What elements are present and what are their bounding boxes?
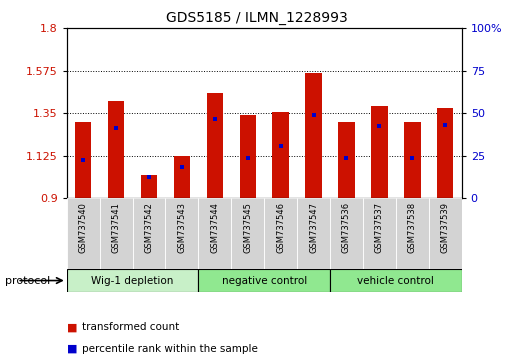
Bar	[330, 269, 462, 292]
Text: transformed count: transformed count	[82, 322, 180, 332]
Text: GSM737537: GSM737537	[375, 202, 384, 253]
Bar	[67, 198, 100, 269]
Bar	[338, 122, 354, 198]
Bar	[240, 115, 256, 198]
Text: GSM737543: GSM737543	[177, 202, 186, 253]
Text: GDS5185 / ILMN_1228993: GDS5185 / ILMN_1228993	[166, 11, 347, 25]
Text: negative control: negative control	[222, 275, 307, 286]
Bar	[272, 112, 289, 198]
Text: GSM737547: GSM737547	[309, 202, 318, 253]
Text: GSM737538: GSM737538	[408, 202, 417, 253]
Bar	[396, 198, 429, 269]
Text: ■: ■	[67, 322, 77, 332]
Bar	[297, 198, 330, 269]
Text: GSM737544: GSM737544	[210, 202, 220, 253]
Bar	[67, 269, 199, 292]
Bar	[330, 198, 363, 269]
Text: GSM737546: GSM737546	[276, 202, 285, 253]
Bar	[108, 101, 124, 198]
Text: GSM737536: GSM737536	[342, 202, 351, 253]
Bar	[231, 198, 264, 269]
Bar	[429, 198, 462, 269]
Text: GSM737540: GSM737540	[78, 202, 88, 253]
Bar	[75, 122, 91, 198]
Bar	[305, 73, 322, 198]
Bar	[141, 175, 157, 198]
Bar	[371, 106, 388, 198]
Bar	[174, 156, 190, 198]
Bar	[165, 198, 199, 269]
Text: GSM737541: GSM737541	[111, 202, 121, 253]
Bar	[404, 122, 421, 198]
Bar	[100, 198, 132, 269]
Bar	[264, 198, 297, 269]
Text: GSM737545: GSM737545	[243, 202, 252, 253]
Text: Wig-1 depletion: Wig-1 depletion	[91, 275, 174, 286]
Bar	[199, 198, 231, 269]
Text: protocol: protocol	[5, 275, 50, 286]
Text: vehicle control: vehicle control	[358, 275, 435, 286]
Text: ■: ■	[67, 344, 77, 354]
Text: GSM737539: GSM737539	[441, 202, 450, 253]
Bar	[437, 108, 453, 198]
Text: GSM737542: GSM737542	[145, 202, 153, 253]
Text: percentile rank within the sample: percentile rank within the sample	[82, 344, 258, 354]
Bar	[207, 92, 223, 198]
Bar	[132, 198, 165, 269]
Bar	[363, 198, 396, 269]
Bar	[199, 269, 330, 292]
